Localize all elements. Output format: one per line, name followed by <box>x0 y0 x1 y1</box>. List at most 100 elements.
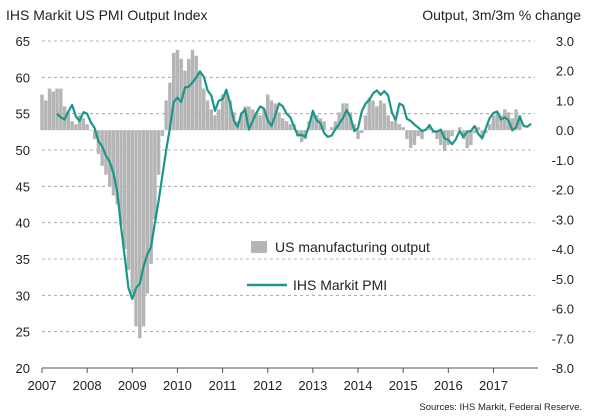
bar <box>92 130 97 140</box>
bar <box>179 58 183 131</box>
bar <box>281 118 285 131</box>
bar <box>138 130 142 339</box>
legend-bar-swatch <box>251 241 267 253</box>
y-right-tick-label: -2.0 <box>552 183 574 198</box>
grid <box>41 40 538 373</box>
bar <box>202 88 206 131</box>
bar <box>89 130 93 131</box>
bar <box>183 70 187 131</box>
x-tick-label: 2008 <box>73 378 102 393</box>
bar <box>450 130 454 137</box>
bar <box>333 121 338 131</box>
x-tick-label: 2017 <box>479 378 508 393</box>
left-axis-title: IHS Markit US PMI Output Index <box>6 7 208 23</box>
bar <box>209 109 214 131</box>
bar <box>186 58 191 131</box>
bar <box>107 130 112 187</box>
bar <box>130 130 135 294</box>
y-left-tick-label: 35 <box>16 252 30 267</box>
bar <box>337 112 341 131</box>
bar <box>408 130 413 149</box>
bar <box>217 109 221 131</box>
bar <box>356 130 360 140</box>
bar <box>220 94 225 131</box>
bar <box>311 112 315 131</box>
bar <box>491 115 496 131</box>
bar <box>412 130 417 146</box>
bar <box>390 121 394 131</box>
bar <box>55 88 59 131</box>
y-left-tick-label: 65 <box>16 34 30 49</box>
x-tick-label: 2014 <box>344 378 373 393</box>
bar <box>141 130 146 327</box>
bar <box>194 55 198 131</box>
bar <box>123 130 127 250</box>
bar <box>115 130 119 205</box>
bar <box>499 115 503 131</box>
y-right-tick-label: -7.0 <box>552 331 574 346</box>
bar <box>476 127 481 131</box>
bar <box>247 106 251 131</box>
legend-line-label: IHS Markit PMI <box>293 277 387 293</box>
x-tick-label: 2015 <box>389 378 418 393</box>
bar <box>59 88 63 131</box>
bar <box>70 121 74 131</box>
bar <box>258 115 262 131</box>
bar <box>510 118 515 131</box>
bar <box>111 130 116 196</box>
bar <box>171 52 176 131</box>
y-left-tick-label: 20 <box>16 361 30 376</box>
bar <box>104 130 108 175</box>
y-right-tick-label: -1.0 <box>552 153 574 168</box>
bar <box>262 109 266 131</box>
bar <box>495 112 499 131</box>
bar <box>153 130 157 220</box>
bar <box>503 109 507 131</box>
bar <box>213 115 217 131</box>
y-right-tick-label: 3.0 <box>556 34 574 49</box>
y-right-tick-label: -6.0 <box>552 302 574 317</box>
bar <box>77 115 82 131</box>
bar <box>243 106 247 131</box>
bar <box>469 130 473 146</box>
bar <box>44 100 48 131</box>
bar <box>367 97 372 131</box>
bar <box>205 100 210 131</box>
bar <box>134 130 138 327</box>
bar <box>518 115 522 131</box>
bar <box>420 130 424 140</box>
bar <box>360 130 364 134</box>
y-left-tick-label: 55 <box>16 107 30 122</box>
bar <box>51 91 56 131</box>
bar <box>284 121 289 131</box>
bar <box>416 130 420 137</box>
bar <box>454 130 458 131</box>
x-tick-label: 2013 <box>298 378 327 393</box>
bar <box>266 94 270 131</box>
bar <box>326 130 330 131</box>
y-left-tick-label: 45 <box>16 179 30 194</box>
legend: US manufacturing output IHS Markit PMI <box>247 239 430 293</box>
bar <box>119 130 123 226</box>
bar <box>228 100 232 131</box>
bar <box>461 130 466 140</box>
x-tick-label: 2009 <box>118 378 147 393</box>
bar <box>397 124 402 131</box>
bar <box>164 100 168 131</box>
bar <box>145 130 150 294</box>
bar <box>345 103 349 131</box>
bar <box>168 82 172 131</box>
bar <box>149 130 153 264</box>
bar <box>446 130 451 146</box>
legend-bar-label: US manufacturing output <box>275 239 430 255</box>
source-note: Sources: IHS Markit, Federal Reserve. <box>419 402 582 413</box>
bar <box>393 121 398 131</box>
x-tick-label: 2011 <box>209 378 237 393</box>
bar <box>269 100 274 131</box>
bar <box>487 124 492 131</box>
bar <box>435 130 439 140</box>
y-left-tick-label: 50 <box>16 143 30 158</box>
right-axis-title: Output, 3m/3m % change <box>422 7 581 23</box>
bar <box>299 130 304 143</box>
